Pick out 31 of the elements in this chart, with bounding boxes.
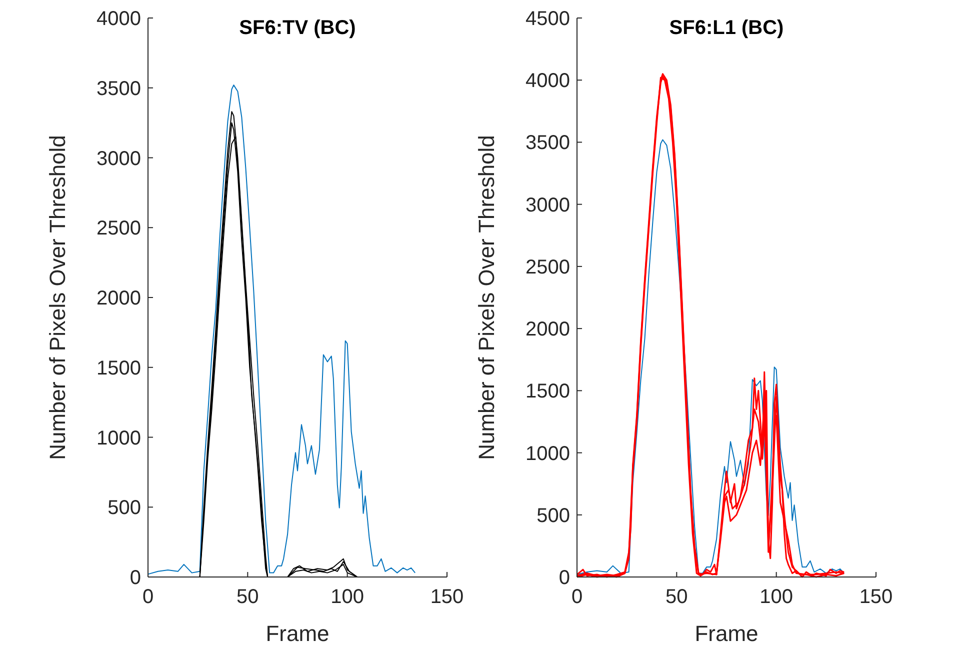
y-tick-label: 1000 <box>96 427 141 450</box>
chart-title: SF6:L1 (BC) <box>669 17 784 39</box>
y-axis-title: Number of Pixels Over Threshold <box>45 135 70 460</box>
y-tick-label: 4000 <box>96 8 141 30</box>
x-tick-label: 100 <box>330 586 364 608</box>
x-axis-title: Frame <box>694 621 758 646</box>
y-axis-title: Number of Pixels Over Threshold <box>474 135 499 460</box>
y-tick-label: 0 <box>558 567 570 589</box>
y-tick-label: 0 <box>130 567 141 589</box>
y-tick-label: 3000 <box>526 194 570 216</box>
y-tick-label: 1500 <box>96 357 141 380</box>
y-tick-label: 3000 <box>96 148 141 170</box>
y-tick-label: 2500 <box>526 256 570 278</box>
y-tick-label: 2500 <box>96 218 141 240</box>
y-tick-label: 2000 <box>96 288 141 310</box>
y-tick-label: 500 <box>536 504 570 527</box>
y-tick-label: 500 <box>108 497 141 520</box>
y-tick-label: 3500 <box>96 78 141 100</box>
y-tick-label: 3500 <box>526 132 570 154</box>
x-tick-label: 150 <box>430 586 464 608</box>
x-tick-label: 100 <box>760 586 794 608</box>
x-axis-title: Frame <box>266 621 330 646</box>
x-tick-label: 50 <box>666 586 688 608</box>
y-tick-label: 1000 <box>526 442 570 465</box>
y-tick-label: 1500 <box>526 380 570 403</box>
y-tick-label: 2000 <box>526 318 570 341</box>
y-tick-label: 4000 <box>526 70 570 92</box>
x-tick-label: 50 <box>236 586 259 608</box>
y-tick-label: 4500 <box>526 8 570 30</box>
x-tick-label: 150 <box>859 586 893 608</box>
chart-title: SF6:TV (BC) <box>239 17 356 39</box>
